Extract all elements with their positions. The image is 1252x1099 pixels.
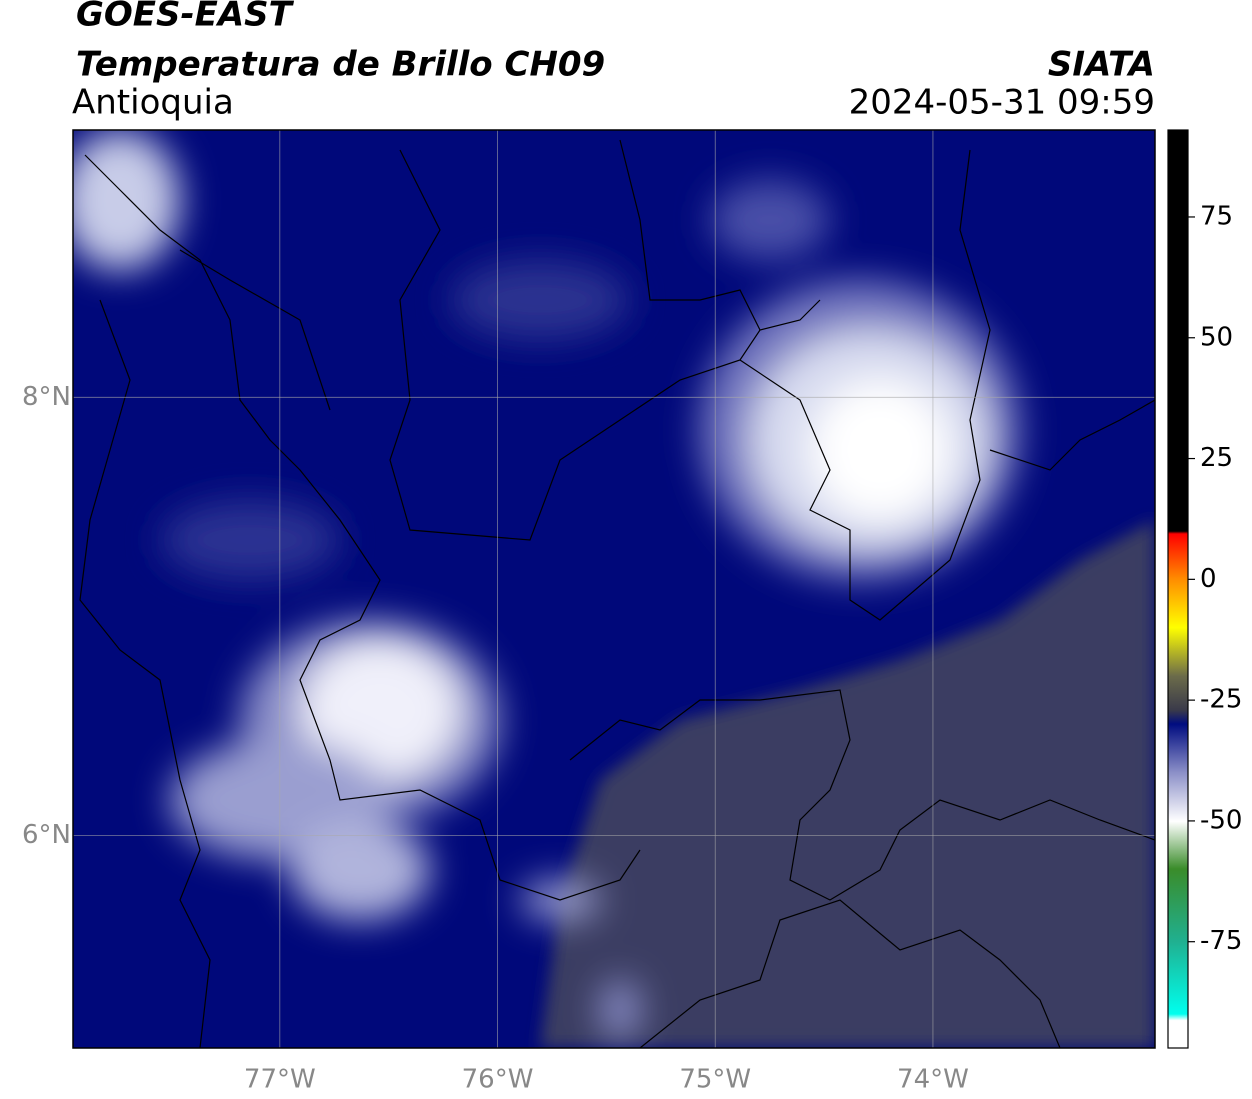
colorbar [1167,129,1189,1049]
colorbar-tick-label: 50 [1200,322,1233,352]
colorbar-tick-label: -75 [1200,926,1242,956]
subtitle: Temperatura de Brillo CH09 [76,45,605,85]
colorbar-tick-label: -25 [1200,685,1242,715]
title: GOES-EAST [76,0,295,35]
timestamp: 2024-05-31 09:59 [849,83,1155,123]
y-tick-label: 8°N [22,382,71,412]
x-tick-label: 74°W [897,1065,969,1095]
colorbar-tick-label: -50 [1200,805,1242,835]
colorbar-tick-label: 75 [1200,201,1233,231]
colorbar-tick-label: 25 [1200,443,1233,473]
colorbar-tick-label: 0 [1200,564,1217,594]
region: Antioquia [72,83,234,123]
x-tick-label: 75°W [679,1065,751,1095]
source: SIATA [1048,45,1155,85]
grid [73,130,1155,1048]
map-frame [72,129,1156,1049]
x-tick-label: 77°W [244,1065,316,1095]
x-tick-label: 76°W [462,1065,534,1095]
y-tick-label: 6°N [22,820,71,850]
satellite-image [73,130,1155,1048]
